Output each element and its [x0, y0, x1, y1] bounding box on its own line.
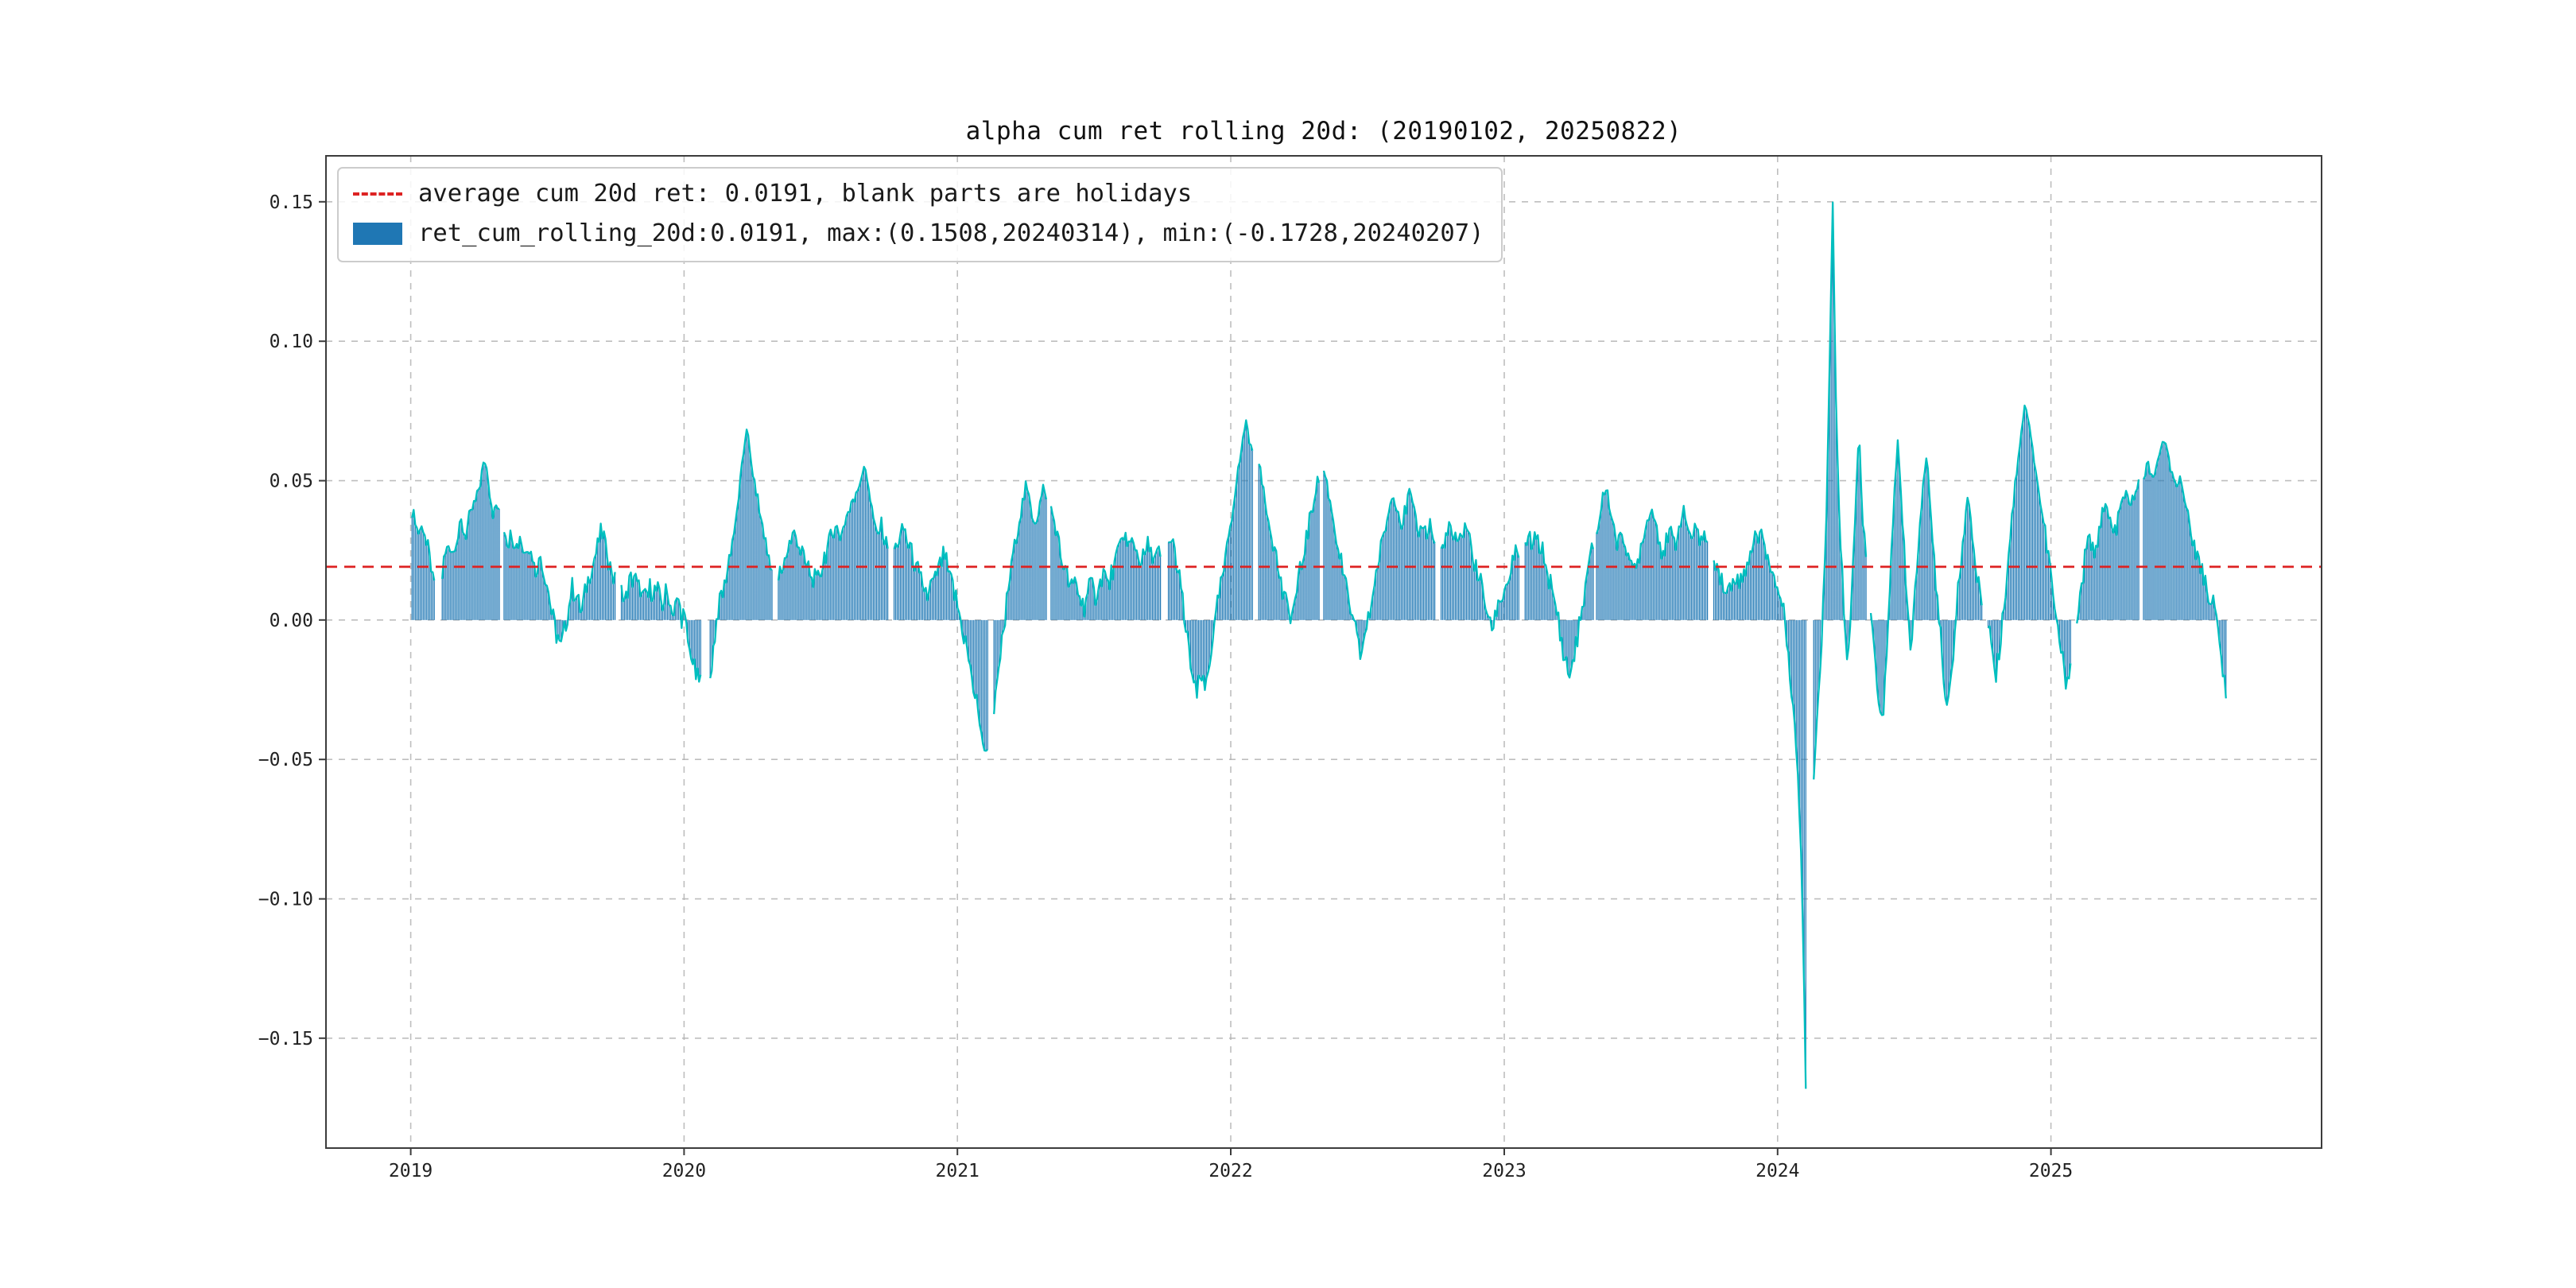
svg-text:0.10: 0.10: [270, 332, 313, 352]
svg-text:0.15: 0.15: [270, 192, 313, 213]
legend: average cum 20d ret: 0.0191, blank parts…: [337, 167, 1503, 262]
legend-item-average: average cum 20d ret: 0.0191, blank parts…: [353, 179, 1484, 209]
svg-text:0.00: 0.00: [270, 611, 313, 631]
svg-text:2019: 2019: [389, 1161, 433, 1181]
svg-text:−0.05: −0.05: [258, 750, 313, 770]
svg-text:2024: 2024: [1755, 1161, 1799, 1181]
svg-text:2022: 2022: [1208, 1161, 1252, 1181]
svg-text:2025: 2025: [2029, 1161, 2073, 1181]
svg-text:−0.15: −0.15: [258, 1029, 313, 1049]
svg-text:2021: 2021: [936, 1161, 980, 1181]
legend-average-label: average cum 20d ret: 0.0191, blank parts…: [418, 180, 1193, 208]
y-axis-ticks: 0.15 0.10 0.05 0.00 −0.05 −0.10 −0.15: [258, 192, 326, 1049]
svg-text:2020: 2020: [662, 1161, 706, 1181]
ret-line: [411, 201, 2227, 1089]
svg-text:0.05: 0.05: [270, 471, 313, 492]
axes-frame: [325, 155, 2322, 1149]
dashed-line-swatch: [353, 192, 402, 196]
ret-bars: [411, 202, 2227, 1089]
legend-item-series: ret_cum_rolling_20d:0.0191, max:(0.1508,…: [353, 219, 1484, 249]
chart-title: alpha cum ret rolling 20d: (20190102, 20…: [965, 117, 1682, 145]
svg-text:−0.10: −0.10: [258, 890, 313, 910]
x-axis-ticks: 2019 2020 2021 2022 2023 2024 2025: [389, 1148, 2073, 1181]
svg-text:2023: 2023: [1482, 1161, 1526, 1181]
gridlines: [326, 156, 2322, 1148]
legend-series-label: ret_cum_rolling_20d:0.0191, max:(0.1508,…: [418, 219, 1484, 247]
bar-swatch: [353, 223, 402, 245]
